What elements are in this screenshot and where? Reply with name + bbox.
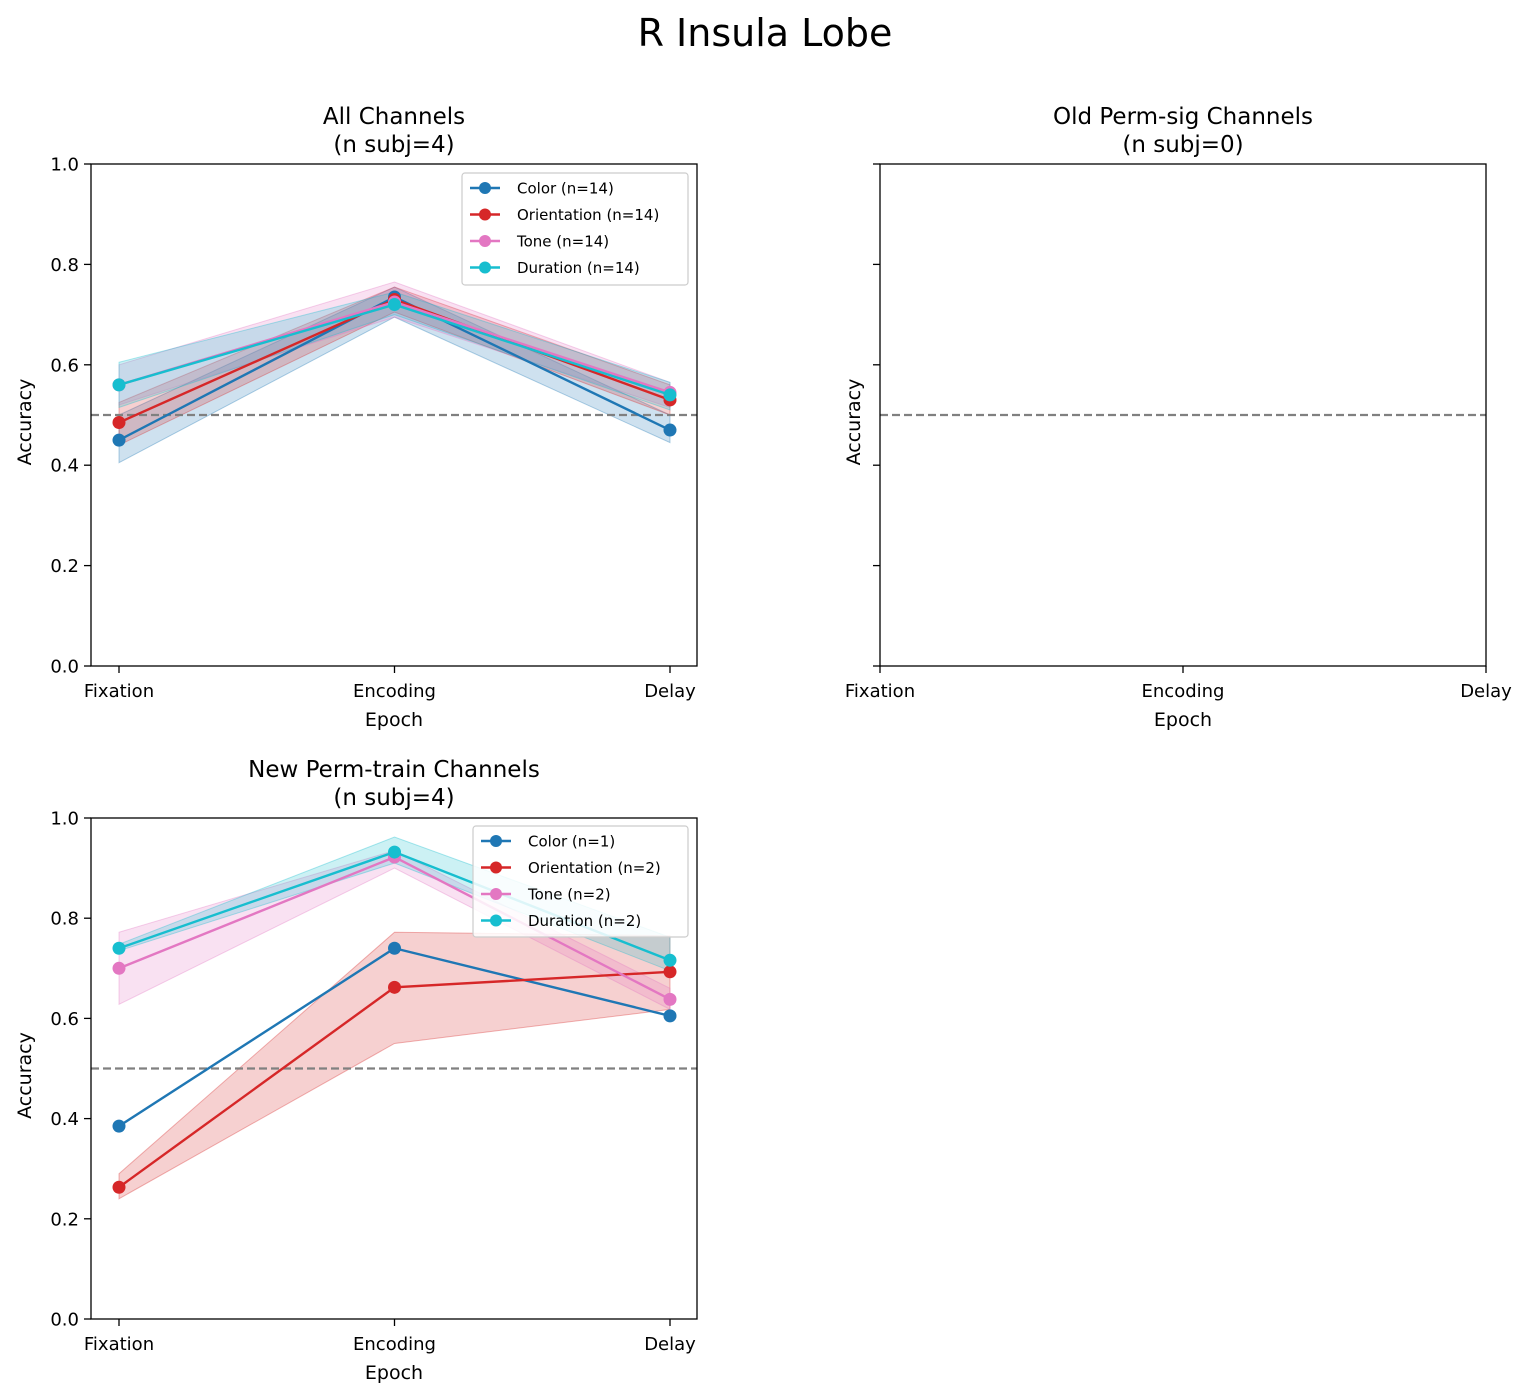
panel-2: New Perm-train Channels(n subj=4) 0.0 0.2 0… — [14, 757, 698, 1384]
legend-marker-color — [490, 835, 502, 847]
panels: All Channels(n subj=4)0.00.20.40.60.81.0… — [14, 104, 1512, 1384]
band-orientation — [118, 931, 671, 1200]
point-duration — [112, 378, 126, 392]
x-axis-label: Epoch — [1154, 709, 1212, 731]
legend-label: Color (n=1) — [528, 833, 615, 851]
legend-label: Duration (n=14) — [517, 259, 640, 277]
axes-frame — [90, 163, 698, 667]
x-tick-label: Delay — [644, 681, 696, 702]
y-tick-label: 0.2 — [50, 1209, 79, 1230]
axes-frame — [879, 163, 1487, 667]
point-orientation — [112, 1180, 126, 1194]
legend-label: Tone (n=14) — [516, 233, 609, 251]
point-orientation — [663, 965, 677, 979]
legend-label: Orientation (n=14) — [517, 206, 659, 224]
panel-title-line: New Perm-train Channels — [248, 757, 540, 783]
legend-label: Tone (n=2) — [527, 886, 611, 904]
x-axis-label: Epoch — [365, 1362, 423, 1384]
legend-marker-color — [479, 182, 491, 194]
x-tick-label: Encoding — [353, 1334, 436, 1355]
legend-label: Duration (n=2) — [528, 912, 641, 930]
y-tick-label: 0.8 — [50, 255, 79, 276]
x-tick-label: Delay — [644, 1334, 696, 1355]
point-color — [112, 433, 126, 447]
y-tick-label: 0.6 — [50, 355, 79, 376]
panel-0: All Channels(n subj=4) 0.0 0.2 0.4 0.6 0.8 1.0… — [14, 104, 698, 731]
figure-title: R Insula Lobe — [638, 11, 893, 55]
legend-marker-duration — [490, 914, 502, 927]
y-tick-label: 0.0 — [50, 657, 79, 678]
x-tick-label: Delay — [1460, 681, 1512, 702]
point-orientation — [112, 416, 126, 430]
point-orientation — [388, 980, 401, 994]
legend-label: Color (n=14) — [517, 180, 614, 198]
x-tick-label: Encoding — [1142, 681, 1225, 702]
legend-marker-duration — [479, 261, 491, 274]
legend-box — [472, 825, 689, 938]
point-color — [663, 1009, 677, 1023]
panel-title-line: (n subj=0) — [1122, 132, 1243, 158]
panel-title-line: (n subj=4) — [333, 132, 454, 158]
point-duration — [663, 953, 677, 967]
legend-marker-orientation — [490, 861, 502, 874]
point-color — [112, 1119, 126, 1133]
y-tick-label: 0.6 — [50, 1009, 79, 1030]
y-tick-label: 0.4 — [50, 456, 79, 477]
axes-frame — [90, 817, 698, 1320]
legend-box — [461, 172, 689, 286]
panel-title-line: (n subj=4) — [333, 785, 454, 811]
point-tone — [112, 961, 126, 975]
y-axis-label: Accuracy — [14, 379, 36, 466]
y-axis-label: Accuracy — [843, 379, 865, 466]
point-duration — [112, 941, 126, 955]
y-tick-label: 0.0 — [50, 1310, 79, 1331]
panel-1: Old Perm-sig Channels(n subj=0) Fixation E… — [843, 104, 1512, 731]
point-color — [388, 941, 401, 955]
x-tick-label: Encoding — [353, 681, 436, 702]
panel-title-line: All Channels — [323, 104, 465, 130]
legend-marker-tone — [490, 888, 502, 900]
point-duration — [663, 388, 677, 402]
legend: Color (n=1) Orientation (n=2) Tone (n=2) Du… — [472, 825, 689, 938]
y-tick-label: 0.8 — [50, 909, 79, 930]
x-tick-label: Fixation — [84, 681, 154, 702]
x-tick-label: Fixation — [84, 1334, 154, 1355]
y-tick-label: 1.0 — [50, 809, 79, 830]
legend: Color (n=14) Orientation (n=14) Tone (n=14… — [461, 172, 689, 286]
x-axis-label: Epoch — [365, 709, 423, 731]
point-duration — [388, 298, 401, 312]
x-tick-label: Fixation — [845, 681, 915, 702]
y-tick-label: 0.2 — [50, 556, 79, 577]
legend-marker-tone — [479, 235, 491, 247]
y-axis-label: Accuracy — [14, 1032, 36, 1119]
band-color — [118, 286, 671, 464]
point-duration — [388, 845, 401, 859]
legend-label: Orientation (n=2) — [528, 859, 661, 877]
point-color — [663, 423, 677, 437]
panel-title-line: Old Perm-sig Channels — [1053, 104, 1313, 130]
y-tick-label: 0.4 — [50, 1109, 79, 1130]
y-tick-label: 1.0 — [50, 155, 79, 176]
legend-marker-orientation — [479, 208, 491, 221]
point-tone — [663, 992, 677, 1006]
